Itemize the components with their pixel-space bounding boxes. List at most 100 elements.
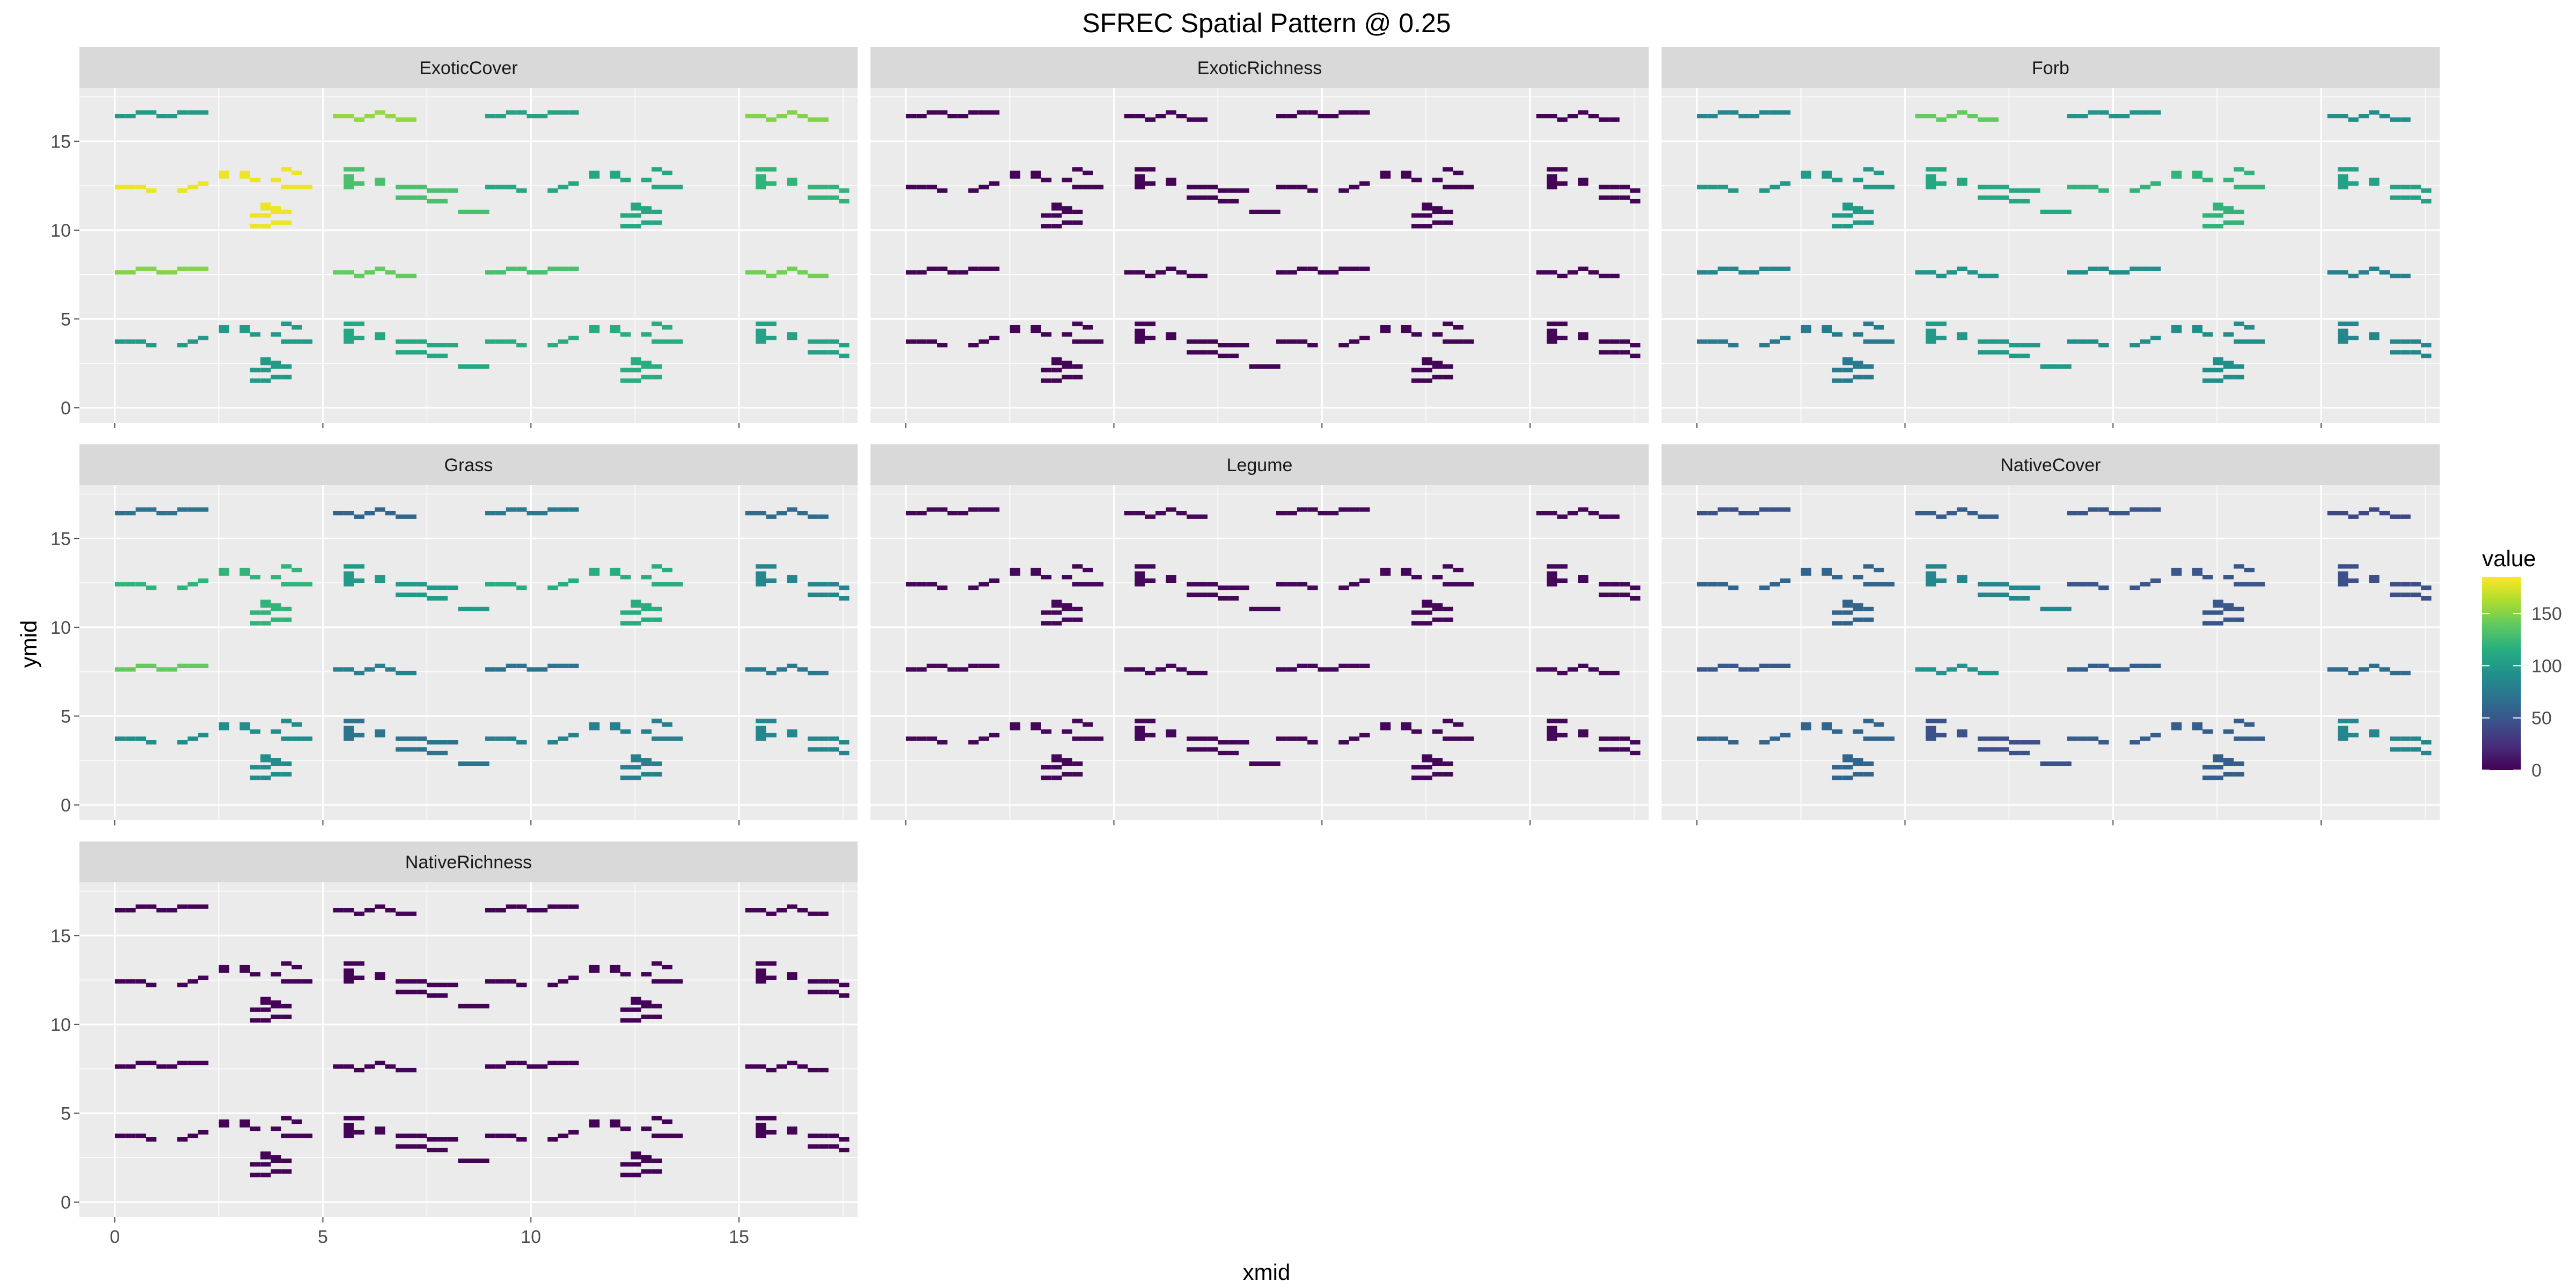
heatmap-cell [1780,266,1791,271]
heatmap-cell [589,571,600,576]
heatmap-cell [828,736,839,741]
heatmap-cell [1598,592,1609,597]
heatmap-cell [1936,181,1947,186]
heatmap-cell [1297,582,1308,587]
y-tick-label: 15 [50,529,71,549]
heatmap-cell [187,979,198,984]
heatmap-cell [1030,567,1041,573]
heatmap-cell [1166,332,1176,337]
heatmap-cell [1041,178,1052,182]
heatmap-cell [2358,114,2369,119]
heatmap-cell [1978,670,1988,676]
heatmap-cell [1187,350,1197,355]
heatmap-cell [1187,273,1197,279]
heatmap-cell [1578,110,1589,115]
heatmap-cell [652,582,662,587]
heatmap-cell [2202,213,2213,218]
heatmap-cell [1863,761,1874,766]
heatmap-cell [2389,117,2401,122]
heatmap-cell [125,582,136,587]
heatmap-cell [2009,750,2019,756]
heatmap-cell [2369,575,2380,580]
heatmap-cell [1208,747,1218,752]
heatmap-cell [558,339,569,344]
heatmap-cell [218,1119,230,1124]
heatmap-cell [2369,332,2380,337]
heatmap-cell [375,578,385,583]
heatmap-cell [1609,736,1620,741]
heatmap-cell [1832,332,1843,337]
heatmap-cell [1588,114,1599,119]
heatmap-cell [1432,606,1443,612]
heatmap-cell [343,719,354,723]
heatmap-cell [978,736,989,741]
heatmap-cell [1453,185,1463,189]
facet-strip-label: Grass [444,455,493,475]
heatmap-cell [1239,740,1249,745]
heatmap-cell [652,772,662,777]
heatmap-cell [547,740,558,745]
heatmap-cell [818,273,829,279]
heatmap-cell [2400,592,2411,597]
heatmap-cell [1999,339,2009,344]
heatmap-cell [2202,621,2213,626]
heatmap-cell [807,273,818,279]
heatmap-cell [818,1067,829,1073]
heatmap-cell [343,185,354,189]
heatmap-cell [1832,729,1843,734]
heatmap-cell [672,1133,683,1138]
heatmap-cell [905,270,917,275]
heatmap-cell [1557,181,1568,186]
heatmap-cell [1297,736,1308,741]
heatmap-cell [1359,110,1370,115]
heatmap-cell [978,582,989,587]
heatmap-cell [1978,339,1988,344]
heatmap-cell [1557,670,1568,676]
heatmap-cell [396,736,406,741]
heatmap-cell [1780,733,1791,738]
heatmap-cell [354,514,365,519]
heatmap-cell [516,904,527,909]
heatmap-cell [2338,578,2348,583]
heatmap-cell [375,1060,385,1065]
heatmap-cell [135,979,147,984]
heatmap-cell [291,567,302,573]
heatmap-cell [1051,368,1062,372]
heatmap-cell [818,195,829,200]
heatmap-cell [1432,772,1443,777]
heatmap-cell [1218,586,1228,590]
heatmap-cell [1051,775,1062,780]
heatmap-cell [146,740,157,745]
heatmap-cell [1759,740,1770,745]
heatmap-cell [2234,167,2244,172]
heatmap-cell [1842,368,1853,372]
heatmap-cell [526,114,537,119]
heatmap-cell [1915,667,1926,672]
heatmap-cells [114,904,850,1177]
heatmap-cell [396,514,406,519]
heatmap-cell [672,185,683,189]
heatmap-cell [2234,375,2244,379]
heatmap-cell [1842,206,1853,211]
heatmap-cell [807,592,818,597]
heatmap-cell [1728,110,1739,115]
heatmap-cell [2369,578,2380,583]
heatmap-cell [1999,592,2009,597]
heatmap-cell [1547,321,1557,326]
heatmap-cell [1072,761,1083,766]
heatmap-cell [281,220,292,225]
heatmap-cell [1349,110,1360,115]
heatmap-cell [2119,667,2130,672]
heatmap-cell [166,270,178,275]
facet-strip-label: NativeCover [2000,455,2101,475]
heatmap-cell [1062,206,1073,211]
heatmap-cell [2213,378,2223,383]
heatmap-cell [1187,747,1197,752]
heatmap-cell [114,270,126,275]
heatmap-cell [495,511,506,516]
heatmap-cell [978,110,989,115]
heatmap-cell [652,1004,662,1009]
heatmap-cell [1978,514,1988,519]
heatmap-cells [1696,110,2432,383]
